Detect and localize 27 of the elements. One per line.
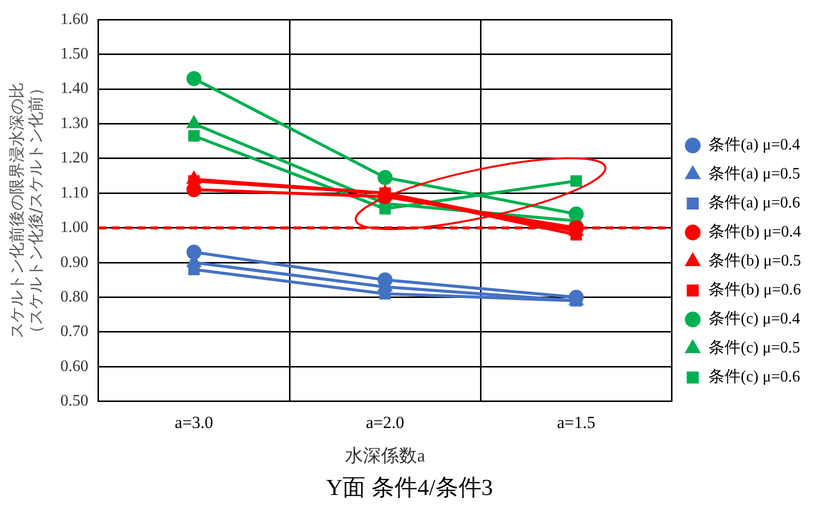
legend-label: 条件(a) μ=0.5 (708, 166, 800, 183)
y-tick-label: 0.80 (60, 288, 88, 306)
y-axis-title: スケルトン化前後の限界浸水深の比（スケルトン化後/スケルトン化前） (6, 80, 45, 342)
x-tick-label: a=1.5 (556, 413, 596, 432)
y-tick-label: 0.90 (60, 254, 88, 271)
legend-label: 条件(b) μ=0.5 (708, 252, 802, 270)
y-tick-label: 0.50 (60, 392, 88, 410)
legend-label: 条件(c) μ=0.6 (708, 368, 800, 386)
y-tick-label: 0.70 (60, 323, 88, 340)
y-tick-label: 1.60 (60, 10, 88, 28)
y-tick-label: 1.50 (60, 46, 88, 63)
x-tick-label: a=3.0 (174, 413, 214, 432)
y-tick-label: 1.20 (60, 150, 88, 167)
legend-label: 条件(a) μ=0.6 (708, 194, 800, 212)
legend-label: 条件(b) μ=0.4 (708, 224, 802, 241)
y-tick-label: 0.60 (60, 358, 88, 375)
legend-label: 条件(c) μ=0.4 (708, 310, 800, 328)
legend-label: 条件(b) μ=0.6 (708, 282, 802, 299)
y-tick-label: 1.40 (60, 80, 88, 98)
text: Y面 条件4/条件3 (326, 475, 493, 500)
y-tick-label: 1.00 (60, 219, 88, 236)
x-tick-label: a=2.0 (366, 413, 404, 432)
y-tick-label: 1.30 (60, 114, 88, 132)
legend-label: 条件(c) μ=0.5 (708, 340, 800, 357)
y-tick-label: 1.10 (60, 184, 88, 202)
legend-label: 条件(a) μ=0.4 (708, 136, 800, 154)
x-axis-title: 水深係数a (345, 445, 426, 466)
